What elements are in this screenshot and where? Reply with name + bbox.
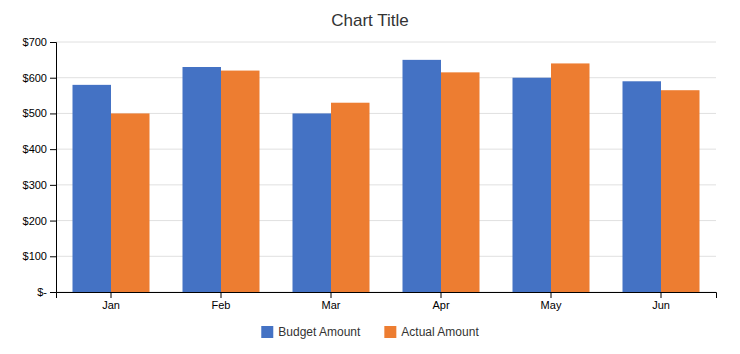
y-tick-label: $300: [23, 179, 47, 191]
x-axis: Jan Feb Mar Apr May Jun: [57, 292, 717, 311]
y-tick-mark: [50, 42, 56, 43]
y-tick-label: $-: [37, 286, 47, 298]
y-tick: $300: [23, 179, 56, 191]
grid-line: [56, 184, 716, 185]
y-tick: $100: [23, 250, 56, 262]
y-tick-label: $600: [23, 72, 47, 84]
y-tick-mark: [50, 78, 56, 79]
x-tick-mark: [221, 292, 222, 298]
x-tick-label: May: [541, 299, 562, 311]
series: [111, 63, 700, 292]
y-tick-mark: [50, 185, 56, 186]
chart: Jan Feb Mar Apr May Jun $- $100 $200 $300 $400 $500…: [0, 0, 740, 354]
bar: [551, 63, 590, 292]
bar: [73, 85, 112, 292]
grid-line: [56, 220, 716, 221]
legend-item: Budget Amount: [261, 325, 361, 339]
bar: [513, 78, 552, 292]
plot: Jan Feb Mar Apr May Jun $- $100 $200 $300 $400 $500…: [23, 36, 717, 311]
x-tick-mark: [331, 292, 332, 298]
y-tick: $500: [23, 107, 56, 119]
x-tick-mark: [661, 292, 662, 298]
y-tick: $-: [37, 286, 56, 298]
y-tick-label: $700: [23, 36, 47, 48]
bar: [111, 113, 150, 292]
x-tick: May: [541, 292, 562, 311]
y-tick-label: $400: [23, 143, 47, 155]
y-axis: $- $100 $200 $300 $400 $500 $600 $700: [23, 36, 57, 298]
y-tick-mark: [50, 256, 56, 257]
x-tick-mark: [111, 292, 112, 298]
y-tick-label: $100: [23, 250, 47, 262]
y-tick-mark: [50, 113, 56, 114]
bar: [331, 103, 370, 292]
grid-line: [56, 256, 716, 257]
x-tick-mark: [441, 292, 442, 298]
grid: [56, 42, 716, 292]
bar: [293, 113, 332, 292]
grid-line: [56, 113, 716, 114]
legend-item: Actual Amount: [384, 325, 479, 339]
y-axis-line: [50, 43, 57, 293]
x-tick-label: Feb: [212, 299, 231, 311]
legend-label: Budget Amount: [278, 325, 361, 339]
y-tick: $600: [23, 72, 56, 84]
x-tick-label: Apr: [432, 299, 449, 311]
legend-swatch: [261, 326, 273, 338]
title: Chart Title: [331, 11, 408, 30]
x-tick-label: Jun: [652, 299, 670, 311]
x-tick-label: Jan: [102, 299, 120, 311]
legend: Budget Amount Actual Amount: [261, 325, 479, 339]
x-tick: Apr: [432, 292, 449, 311]
bar: [441, 72, 480, 292]
y-tick-mark: [50, 149, 56, 150]
bar: [661, 90, 700, 292]
y-tick: $400: [23, 143, 56, 155]
grid-line: [56, 149, 716, 150]
x-tick-mark: [551, 292, 552, 298]
x-tick: Jan: [102, 292, 120, 311]
y-tick: $200: [23, 215, 56, 227]
series: [73, 60, 662, 292]
y-tick-label: $500: [23, 107, 47, 119]
x-tick-label: Mar: [322, 299, 341, 311]
bars: [73, 60, 700, 292]
x-tick: Jun: [652, 292, 670, 311]
y-tick: $700: [23, 36, 56, 48]
x-axis-line: [57, 293, 717, 299]
bar: [623, 81, 662, 292]
legend-label: Actual Amount: [401, 325, 479, 339]
y-tick-label: $200: [23, 215, 47, 227]
legend-swatch: [384, 326, 396, 338]
grid-line: [56, 42, 716, 43]
y-tick-mark: [50, 221, 56, 222]
bar: [221, 71, 260, 292]
grid-line: [56, 77, 716, 78]
y-tick-mark: [50, 292, 56, 293]
x-tick: Feb: [212, 292, 231, 311]
x-tick: Mar: [322, 292, 341, 311]
bar: [183, 67, 222, 292]
bar: [403, 60, 442, 292]
